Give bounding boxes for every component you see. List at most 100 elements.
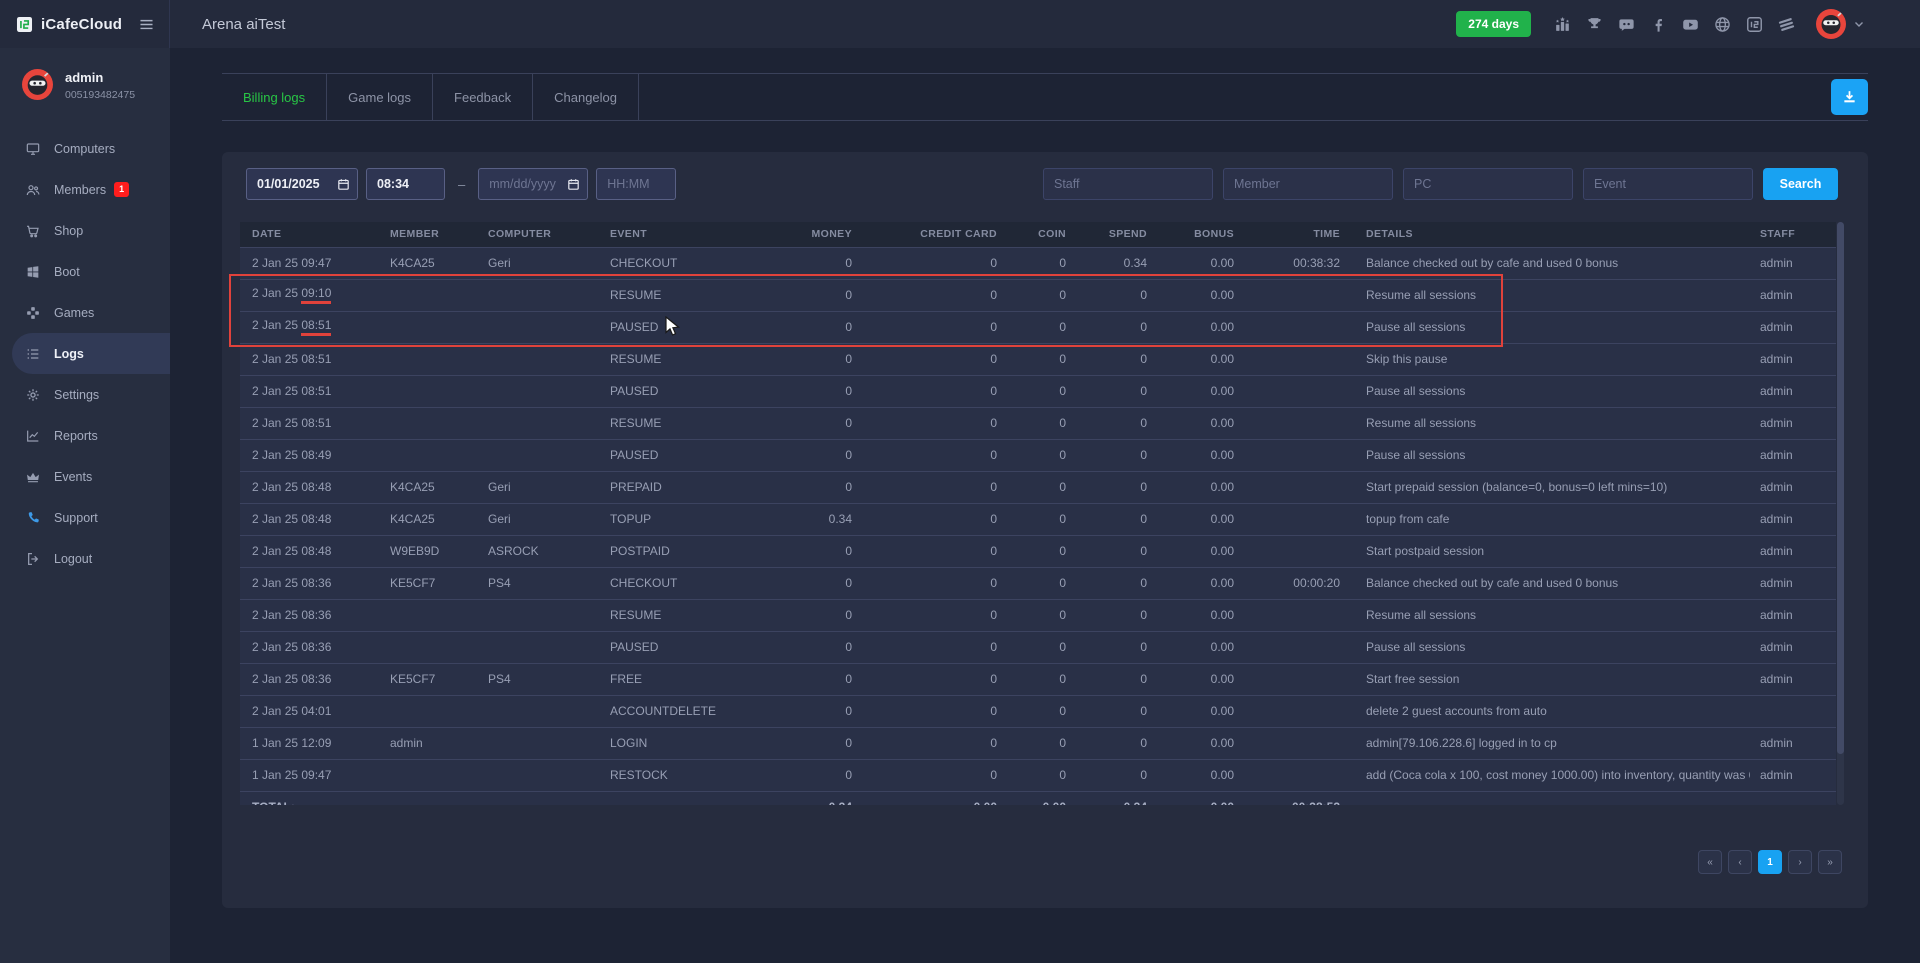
tab-changelog[interactable]: Changelog	[533, 74, 640, 120]
table-row: 2 Jan 25 08:48 K4CA25 Geri TOPUP 0.34 0 …	[240, 503, 1836, 535]
cell-spend: 0	[1066, 503, 1147, 535]
cell-time: 00:38:32	[1234, 247, 1340, 279]
time-from-input[interactable]	[366, 168, 445, 200]
table-scrollbar-thumb[interactable]	[1837, 222, 1844, 754]
cell-staff: admin	[1750, 631, 1836, 663]
pagination-page-1[interactable]: 1	[1758, 850, 1782, 874]
pagination-next[interactable]: ›	[1788, 850, 1812, 874]
cell-date: 2 Jan 25 08:36	[240, 567, 390, 599]
trophy-icon[interactable]	[1585, 15, 1604, 34]
user-id: 005193482475	[65, 89, 136, 101]
discord-icon[interactable]	[1617, 15, 1636, 34]
cell-event: RESUME	[610, 343, 760, 375]
total-credit-card: 0.00	[852, 791, 997, 805]
tab-feedback[interactable]: Feedback	[433, 74, 534, 120]
cell-staff	[1750, 695, 1836, 727]
cell-money: 0	[760, 471, 852, 503]
sidebar-item-members[interactable]: Members 1	[0, 169, 170, 210]
cell-time	[1234, 439, 1340, 471]
pagination-first[interactable]: «	[1698, 850, 1722, 874]
cell-member: KE5CF7	[390, 663, 488, 695]
cell-details: Start postpaid session	[1340, 535, 1750, 567]
sidebar-item-support[interactable]: Support	[0, 497, 170, 538]
topbar-icons	[1553, 15, 1796, 34]
table-row: 2 Jan 25 08:36 KE5CF7 PS4 CHECKOUT 0 0 0…	[240, 567, 1836, 599]
cell-money: 0	[760, 535, 852, 567]
cell-bonus: 0.00	[1147, 663, 1234, 695]
ninja-avatar-icon	[1816, 9, 1846, 39]
chevron-down-icon[interactable]	[1852, 17, 1866, 31]
cell-money: 0	[760, 407, 852, 439]
sidebar-nav: Computers Members 1 Shop Boot	[0, 128, 170, 579]
tabbar: Billing logs Game logs Feedback Changelo…	[222, 73, 1868, 121]
sidebar-item-shop[interactable]: Shop	[0, 210, 170, 251]
table-row: 2 Jan 25 08:51 RESUME 0 0 0 0 0.00 Skip …	[240, 343, 1836, 375]
sidebar-item-settings[interactable]: Settings	[0, 374, 170, 415]
ranking-icon[interactable]	[1553, 15, 1572, 34]
cell-details: Pause all sessions	[1340, 375, 1750, 407]
cell-computer	[488, 343, 610, 375]
download-logs-button[interactable]	[1831, 79, 1868, 115]
time-to-input[interactable]	[596, 168, 677, 200]
event-filter-input[interactable]	[1583, 168, 1753, 200]
sidebar-item-logout[interactable]: Logout	[0, 538, 170, 579]
search-button[interactable]: Search	[1763, 168, 1838, 200]
table-row: 1 Jan 25 09:47 RESTOCK 0 0 0 0 0.00 add …	[240, 759, 1836, 791]
pagination-last[interactable]: »	[1818, 850, 1842, 874]
table-row: 2 Jan 25 08:36 PAUSED 0 0 0 0 0.00 Pause…	[240, 631, 1836, 663]
sidebar-item-logs[interactable]: Logs	[12, 333, 170, 374]
cell-staff: admin	[1750, 503, 1836, 535]
table-row: 2 Jan 25 08:51 PAUSED 0 0 0 0 0.00 Pause…	[240, 311, 1836, 343]
pagination-label: ‹	[1738, 856, 1742, 868]
cell-coin: 0	[997, 663, 1066, 695]
cell-details: Balance checked out by cafe and used 0 b…	[1340, 247, 1750, 279]
column-header: COIN	[997, 222, 1066, 247]
license-days-badge[interactable]: 274 days	[1456, 11, 1531, 37]
date-to-input[interactable]	[478, 168, 589, 200]
themes-icon[interactable]	[1777, 15, 1796, 34]
column-header: DETAILS	[1340, 222, 1750, 247]
topbar-right: 274 days	[1456, 9, 1920, 39]
cell-money: 0	[760, 279, 852, 311]
sidebar-item-computers[interactable]: Computers	[0, 128, 170, 169]
column-header: TIME	[1234, 222, 1340, 247]
cell-member	[390, 599, 488, 631]
sidebar-item-boot[interactable]: Boot	[0, 251, 170, 292]
staff-filter-input[interactable]	[1043, 168, 1213, 200]
sidebar-item-games[interactable]: Games	[0, 292, 170, 333]
cell-member: K4CA25	[390, 247, 488, 279]
table-row: 2 Jan 25 08:48 K4CA25 Geri PREPAID 0 0 0…	[240, 471, 1836, 503]
tab-game-logs[interactable]: Game logs	[327, 74, 434, 120]
user-meta: admin 005193482475	[65, 69, 135, 101]
cell-bonus: 0.00	[1147, 567, 1234, 599]
sidebar-item-events[interactable]: Events	[0, 456, 170, 497]
cell-coin: 0	[997, 311, 1066, 343]
tab-billing-logs[interactable]: Billing logs	[222, 74, 328, 120]
cell-computer	[488, 279, 610, 311]
cell-credit-card: 0	[852, 503, 997, 535]
cell-time	[1234, 311, 1340, 343]
sidebar-item-reports[interactable]: Reports	[0, 415, 170, 456]
cell-bonus: 0.00	[1147, 535, 1234, 567]
cell-details: Skip this pause	[1340, 343, 1750, 375]
column-header: CREDIT CARD	[852, 222, 997, 247]
sidebar-user-avatar[interactable]	[22, 69, 53, 100]
column-header: MEMBER	[390, 222, 488, 247]
youtube-icon[interactable]	[1681, 15, 1700, 34]
column-header: MONEY	[760, 222, 852, 247]
icafecloud-icon[interactable]	[1745, 15, 1764, 34]
member-filter-input[interactable]	[1223, 168, 1393, 200]
user-avatar[interactable]	[1816, 9, 1846, 39]
facebook-icon[interactable]	[1649, 15, 1668, 34]
cell-member: KE5CF7	[390, 567, 488, 599]
cell-staff: admin	[1750, 343, 1836, 375]
total-label: TOTAL:	[240, 791, 760, 805]
table-scrollbar-track[interactable]	[1837, 222, 1844, 805]
cell-coin: 0	[997, 727, 1066, 759]
cell-bonus: 0.00	[1147, 375, 1234, 407]
pc-filter-input[interactable]	[1403, 168, 1573, 200]
pagination-prev[interactable]: ‹	[1728, 850, 1752, 874]
globe-icon[interactable]	[1713, 15, 1732, 34]
hamburger-menu-icon[interactable]	[138, 16, 155, 33]
date-from-input[interactable]	[246, 168, 358, 200]
